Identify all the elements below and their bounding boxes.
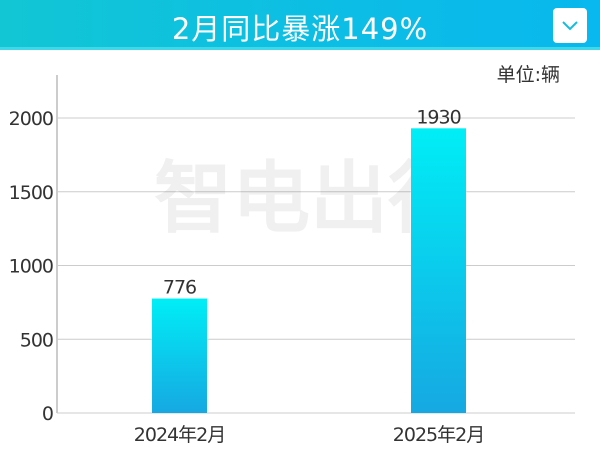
data-label: 776 <box>163 277 196 299</box>
y-tick-label: 1000 <box>9 256 53 278</box>
y-tick-label: 2000 <box>9 108 53 130</box>
chart-title: 2月同比暴涨149% <box>171 12 429 46</box>
unit-label: 单位:辆 <box>496 64 560 86</box>
y-tick-label: 1500 <box>9 182 53 204</box>
bar <box>152 298 207 413</box>
x-tick-label: 2025年2月 <box>393 424 484 446</box>
y-tick-label: 0 <box>42 403 53 425</box>
chevron-down-icon <box>562 21 578 31</box>
y-tick-label: 500 <box>20 329 53 351</box>
dropdown-button[interactable] <box>553 8 587 43</box>
chart-header: 2月同比暴涨149% <box>0 0 600 50</box>
x-tick-label: 2024年2月 <box>134 424 225 446</box>
bar <box>411 128 466 413</box>
data-label: 1930 <box>416 106 460 128</box>
